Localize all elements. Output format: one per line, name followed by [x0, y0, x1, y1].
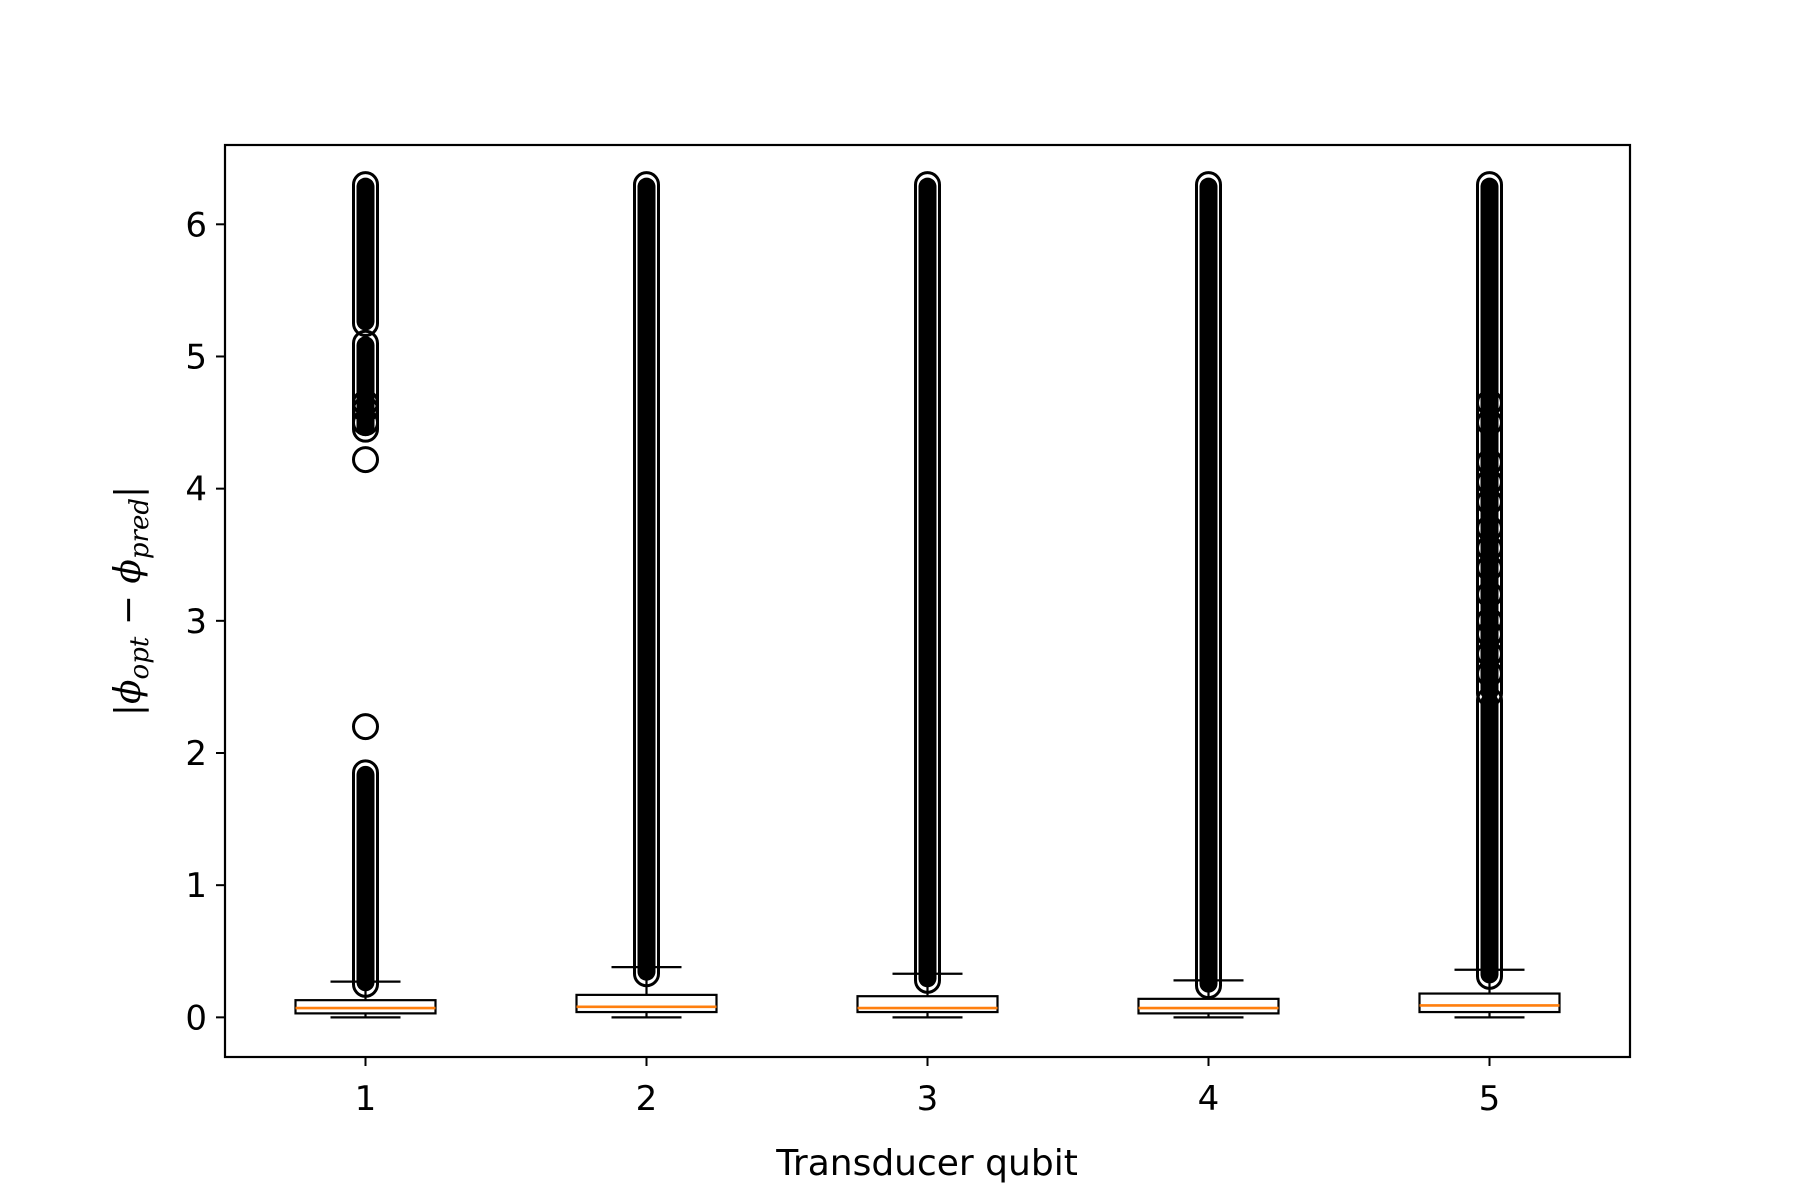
- box-iqr: [575, 993, 718, 1014]
- flier-band: [1476, 171, 1503, 708]
- x-axis-label: Transducer qubit: [775, 1143, 1078, 1184]
- flier-point: [352, 395, 379, 423]
- flier-point: [1476, 389, 1503, 417]
- flier-band: [352, 329, 379, 443]
- flier-point: [352, 713, 379, 741]
- flier-band-fill: [918, 177, 937, 988]
- y-tick-label: 1: [185, 866, 207, 906]
- flier-band-fill: [1480, 693, 1499, 984]
- flier-point: [352, 446, 379, 474]
- flier-band: [352, 171, 379, 337]
- x-tick-label: 1: [355, 1079, 377, 1119]
- flier-band-fill: [1199, 177, 1218, 993]
- y-axis-label: |ϕopt − ϕpred|: [108, 486, 155, 716]
- flier-point: [1476, 409, 1503, 437]
- box-iqr: [294, 999, 437, 1015]
- x-tick-label: 4: [1198, 1079, 1220, 1119]
- flier-point: [1476, 554, 1503, 582]
- y-tick-label: 0: [185, 998, 207, 1038]
- flier-band-fill: [1480, 177, 1499, 701]
- flier-point: [1476, 620, 1503, 648]
- flier-point: [1476, 534, 1503, 562]
- plot-area: [294, 171, 1561, 1019]
- y-tick-label: 4: [185, 470, 207, 510]
- box-group-3: [856, 171, 999, 1019]
- y-tick-label: 2: [185, 734, 207, 774]
- flier-point: [1476, 448, 1503, 476]
- flier-point: [352, 409, 379, 437]
- y-tick-label: 3: [185, 602, 207, 642]
- box-group-1: [294, 171, 437, 1019]
- x-tick-label: 2: [636, 1079, 658, 1119]
- flier-point: [1476, 488, 1503, 516]
- box-group-2: [575, 171, 718, 1019]
- flier-band-fill: [356, 765, 375, 992]
- flier-point: [1476, 607, 1503, 635]
- flier-point: [1476, 468, 1503, 496]
- flier-band-fill: [637, 177, 656, 981]
- x-tick-label: 5: [1479, 1079, 1501, 1119]
- flier-point: [1476, 660, 1503, 688]
- flier-band-fill: [356, 177, 375, 331]
- flier-point: [352, 389, 379, 417]
- y-tick-label: 6: [185, 205, 207, 245]
- flier-point: [1476, 514, 1503, 542]
- box-iqr: [856, 995, 999, 1014]
- box-iqr: [1418, 992, 1561, 1014]
- y-tick-label: 5: [185, 337, 207, 377]
- flier-point: [1476, 640, 1503, 668]
- axes: 1 2 3 4 5 0 1 2 3 4 5 6: [185, 205, 1500, 1119]
- x-tick-label: 3: [917, 1079, 939, 1119]
- box-group-4: [1137, 171, 1280, 1019]
- flier-point: [1476, 580, 1503, 608]
- box-group-5: [1418, 171, 1561, 1019]
- box-iqr: [1137, 997, 1280, 1015]
